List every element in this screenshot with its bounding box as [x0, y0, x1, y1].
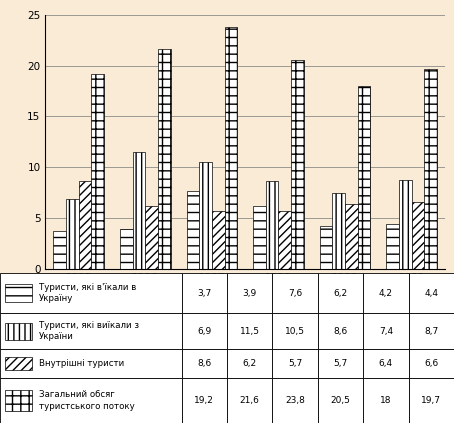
Bar — [182, 273, 227, 313]
Text: Туристи, які виїкали з
України: Туристи, які виїкали з України — [39, 321, 139, 341]
Bar — [278, 211, 291, 269]
Bar — [79, 181, 91, 269]
Text: 7,6: 7,6 — [288, 288, 302, 298]
Bar — [386, 224, 399, 269]
Text: Туристи, які в'їкали в
Україну: Туристи, які в'їкали в Україну — [39, 283, 136, 303]
Bar — [5, 390, 32, 411]
Bar — [253, 206, 266, 269]
Text: 8,6: 8,6 — [333, 327, 348, 336]
Text: 7,4: 7,4 — [379, 327, 393, 336]
Bar — [412, 202, 424, 269]
Text: 6,4: 6,4 — [379, 359, 393, 368]
Bar — [272, 273, 318, 313]
Bar — [0, 313, 182, 349]
Bar — [320, 226, 332, 269]
Bar — [318, 313, 363, 349]
Text: 3,9: 3,9 — [242, 288, 257, 298]
Text: Внутрішні туристи: Внутрішні туристи — [39, 359, 124, 368]
Bar — [272, 378, 318, 423]
Text: 19,7: 19,7 — [421, 396, 441, 405]
Bar — [424, 69, 437, 269]
Bar — [363, 313, 409, 349]
Text: 5,7: 5,7 — [288, 359, 302, 368]
Bar — [133, 152, 145, 269]
Bar — [266, 181, 278, 269]
Bar — [158, 49, 171, 269]
Text: 6,9: 6,9 — [197, 327, 212, 336]
Bar — [145, 206, 158, 269]
Bar — [363, 349, 409, 378]
Bar — [409, 378, 454, 423]
Bar — [345, 203, 358, 269]
Bar — [182, 349, 227, 378]
Text: 19,2: 19,2 — [194, 396, 214, 405]
Text: 4,2: 4,2 — [379, 288, 393, 298]
Bar — [409, 349, 454, 378]
Bar — [225, 27, 237, 269]
Bar — [182, 378, 227, 423]
Bar — [182, 313, 227, 349]
Bar — [318, 378, 363, 423]
Bar — [199, 162, 212, 269]
Bar — [409, 273, 454, 313]
Bar — [358, 86, 370, 269]
Text: 4,4: 4,4 — [424, 288, 438, 298]
Bar — [5, 323, 32, 340]
Bar — [291, 60, 304, 269]
Bar — [120, 229, 133, 269]
Text: 18: 18 — [380, 396, 392, 405]
Text: 8,6: 8,6 — [197, 359, 212, 368]
Bar — [363, 273, 409, 313]
Text: 10,5: 10,5 — [285, 327, 305, 336]
Bar — [318, 273, 363, 313]
Bar — [0, 273, 182, 313]
Bar — [272, 349, 318, 378]
Bar — [212, 211, 225, 269]
Bar — [227, 378, 272, 423]
Bar — [272, 313, 318, 349]
Bar — [318, 349, 363, 378]
Bar — [227, 313, 272, 349]
Bar — [5, 284, 32, 302]
Bar — [227, 349, 272, 378]
Bar — [5, 357, 32, 370]
Bar — [332, 193, 345, 269]
Text: 21,6: 21,6 — [240, 396, 260, 405]
Bar — [54, 231, 66, 269]
Text: 11,5: 11,5 — [240, 327, 260, 336]
Bar — [0, 378, 182, 423]
Bar — [0, 349, 182, 378]
Bar — [363, 378, 409, 423]
Text: 6,6: 6,6 — [424, 359, 439, 368]
Bar — [187, 192, 199, 269]
Text: 8,7: 8,7 — [424, 327, 439, 336]
Text: 6,2: 6,2 — [333, 288, 348, 298]
Text: 20,5: 20,5 — [331, 396, 350, 405]
Bar — [409, 313, 454, 349]
Bar — [66, 198, 79, 269]
Bar — [399, 180, 412, 269]
Bar — [227, 273, 272, 313]
Bar — [91, 74, 104, 269]
Text: 6,2: 6,2 — [242, 359, 257, 368]
Text: 5,7: 5,7 — [333, 359, 348, 368]
Text: Загальний обсяг
туристського потоку: Загальний обсяг туристського потоку — [39, 390, 134, 411]
Text: 23,8: 23,8 — [285, 396, 305, 405]
Text: 3,7: 3,7 — [197, 288, 212, 298]
